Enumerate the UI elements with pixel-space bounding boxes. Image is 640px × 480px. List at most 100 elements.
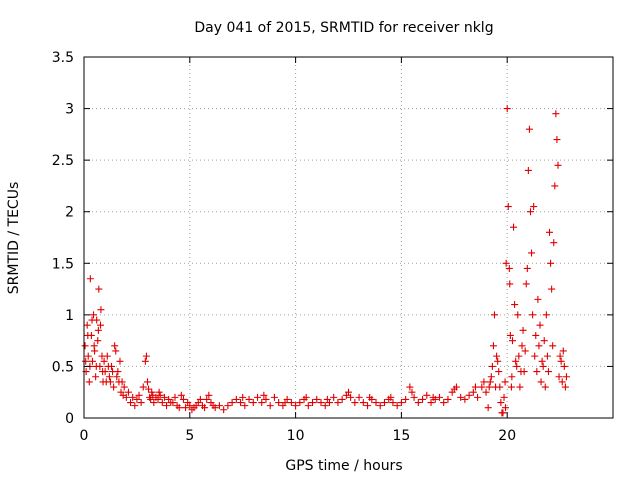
data-point <box>517 368 525 376</box>
data-point <box>532 331 540 339</box>
data-point <box>203 395 211 403</box>
data-point <box>507 383 515 391</box>
data-point <box>546 228 554 236</box>
data-point <box>556 352 564 360</box>
data-point <box>488 362 496 370</box>
data-point <box>209 402 217 410</box>
data-point <box>557 357 565 365</box>
data-point <box>496 383 504 391</box>
data-point <box>92 362 100 370</box>
data-point <box>521 347 529 355</box>
data-point <box>119 391 127 399</box>
y-tick-label: 0.5 <box>52 359 74 375</box>
y-tick-label: 3.5 <box>52 50 74 66</box>
data-point <box>345 388 352 396</box>
data-point <box>321 402 329 410</box>
data-point <box>215 402 223 410</box>
data-point <box>188 406 196 414</box>
data-point <box>440 399 448 407</box>
data-point <box>287 399 295 407</box>
data-point <box>429 393 437 401</box>
y-tick-label: 2 <box>65 205 74 221</box>
data-point <box>559 347 567 355</box>
data-point <box>103 352 111 360</box>
data-point <box>487 373 495 381</box>
data-point <box>534 295 542 303</box>
data-point <box>232 395 240 403</box>
data-point <box>515 352 523 360</box>
data-point <box>497 399 505 407</box>
data-point <box>92 373 100 381</box>
data-point <box>260 391 268 399</box>
data-point <box>516 383 524 391</box>
data-point <box>500 393 508 401</box>
data-point <box>457 393 465 401</box>
data-point <box>523 264 531 272</box>
data-point <box>558 378 566 386</box>
data-point <box>124 388 132 396</box>
data-point <box>192 402 200 410</box>
data-point <box>551 182 559 190</box>
data-point <box>84 331 92 339</box>
data-points <box>81 105 570 417</box>
data-point <box>555 373 563 381</box>
data-point <box>86 275 94 283</box>
data-point <box>498 409 506 417</box>
data-point <box>90 311 98 319</box>
data-point <box>292 402 300 410</box>
data-point <box>478 383 486 391</box>
data-point <box>237 399 245 407</box>
data-point <box>338 395 346 403</box>
data-point <box>414 399 422 407</box>
data-point <box>553 136 561 144</box>
data-point <box>512 357 520 365</box>
data-point <box>554 161 562 169</box>
data-point <box>88 357 96 365</box>
data-point <box>543 352 551 360</box>
data-point <box>562 373 570 381</box>
data-point <box>182 404 190 412</box>
data-point <box>127 399 135 407</box>
y-tick-label: 2.5 <box>52 153 74 169</box>
data-point <box>519 326 527 334</box>
data-point <box>147 395 155 403</box>
data-point <box>501 378 509 386</box>
x-tick-label: 20 <box>498 428 516 444</box>
data-point <box>82 357 90 365</box>
data-point <box>304 402 312 410</box>
data-point <box>145 385 153 393</box>
data-point <box>406 383 414 391</box>
data-point <box>323 395 331 403</box>
data-point <box>281 399 289 407</box>
data-point <box>465 391 473 399</box>
data-point <box>220 406 228 414</box>
data-point <box>538 357 546 365</box>
data-point <box>351 399 359 407</box>
x-axis-label: GPS time / hours <box>285 458 402 474</box>
data-point <box>116 357 124 365</box>
data-point <box>201 404 209 412</box>
y-axis-label: SRMTID / TECUs <box>6 182 22 295</box>
data-point <box>160 393 168 401</box>
data-point <box>410 393 418 401</box>
data-point <box>480 378 488 386</box>
data-point <box>296 399 304 407</box>
data-point <box>502 404 510 412</box>
data-point <box>508 337 516 345</box>
data-point <box>241 402 249 410</box>
data-point <box>485 383 493 391</box>
data-point <box>224 402 232 410</box>
x-tick-label: 10 <box>287 428 305 444</box>
data-point <box>100 357 108 365</box>
x-tick-label: 5 <box>185 428 194 444</box>
data-point <box>484 404 492 412</box>
data-point <box>380 399 388 407</box>
data-point <box>544 368 552 376</box>
data-point <box>550 239 558 247</box>
data-point <box>266 402 274 410</box>
data-point <box>83 321 91 329</box>
data-point <box>163 402 171 410</box>
data-point <box>533 368 541 376</box>
chart-title: Day 041 of 2015, SRMTID for receiver nkl… <box>194 20 493 36</box>
